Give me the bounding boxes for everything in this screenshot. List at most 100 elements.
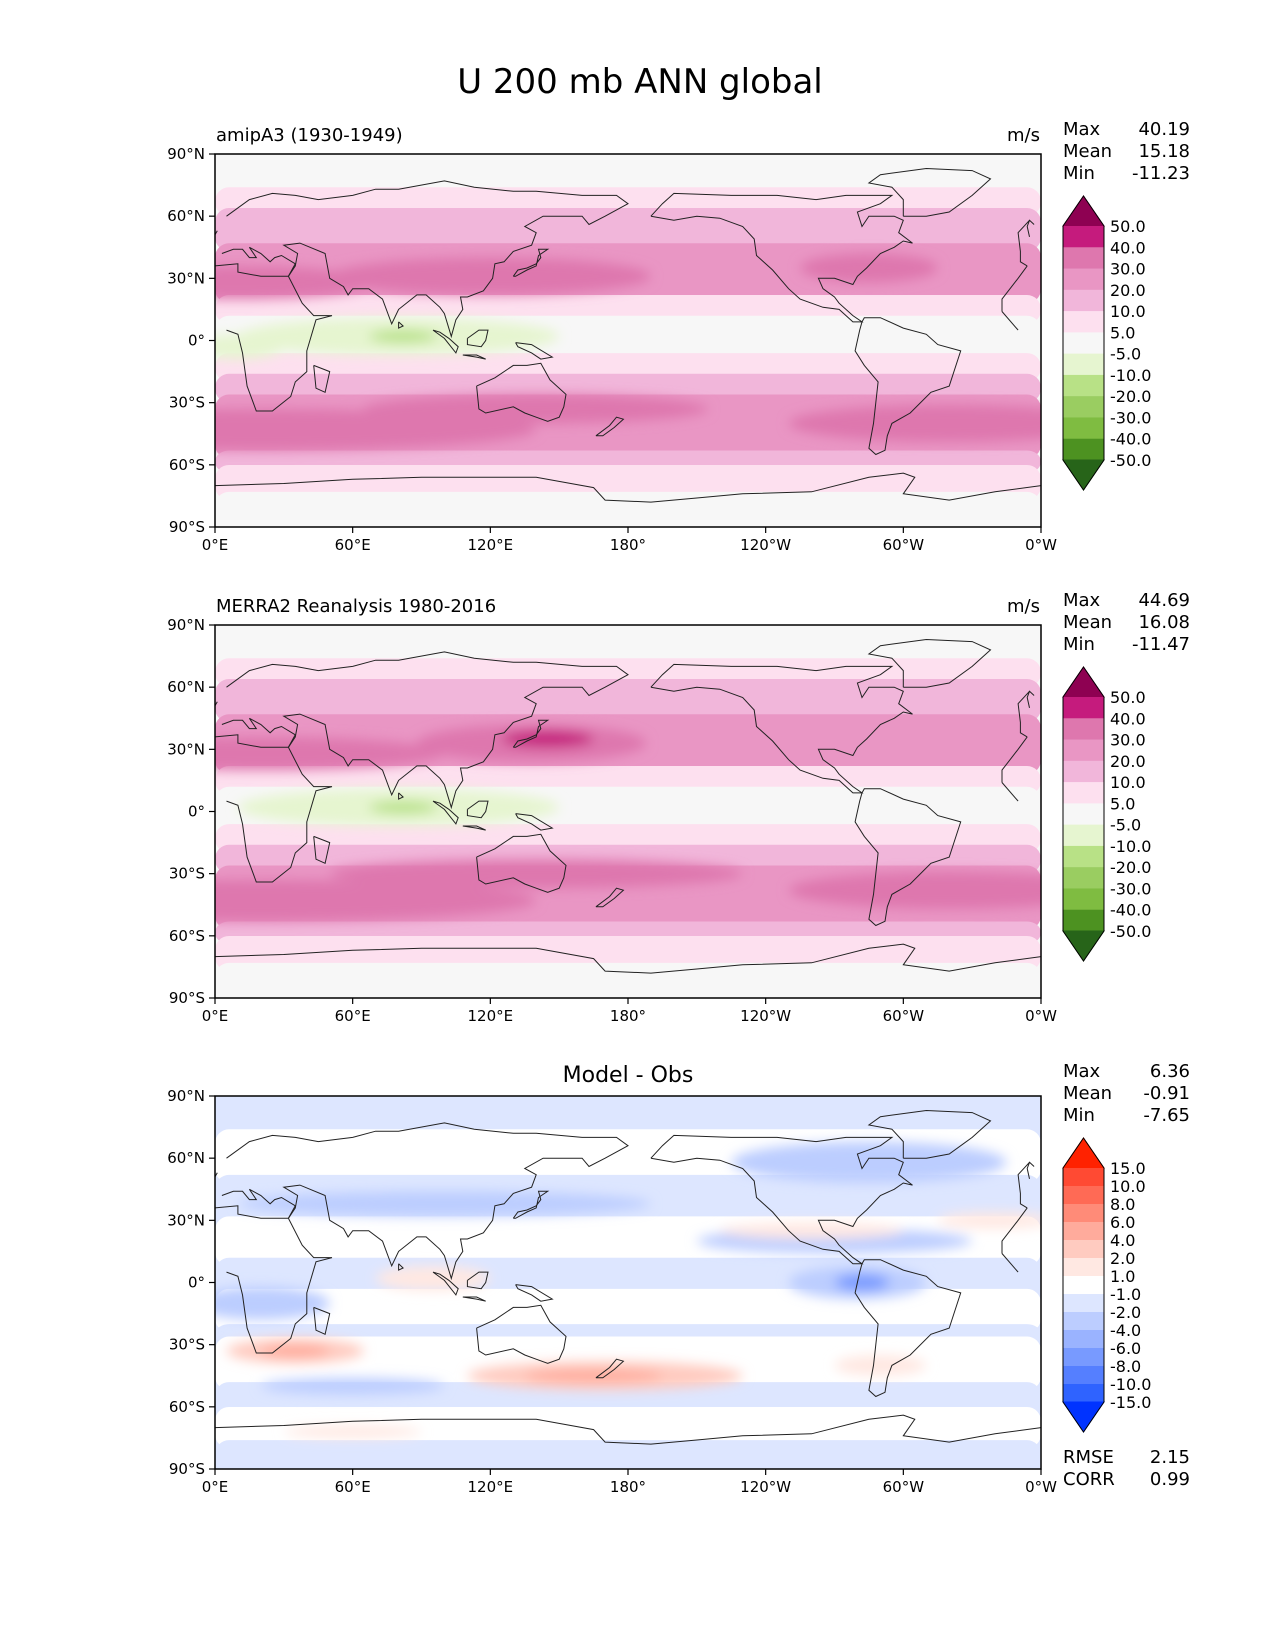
x-tick-label: 180° bbox=[610, 1478, 646, 1496]
colorbar-tick-label: -5.0 bbox=[1110, 816, 1141, 835]
panel-test: 0°E 60°E 120°E 180° 120°W 60°W 0°W 90°N 60°N 30°… bbox=[167, 119, 1190, 554]
coastline bbox=[466, 1271, 489, 1290]
x-tick-label: 60°W bbox=[883, 1478, 925, 1496]
stat-max-label: Max bbox=[1063, 119, 1101, 140]
field-blob bbox=[329, 859, 743, 889]
coastline bbox=[1001, 265, 1028, 312]
stat-mean-value: 16.08 bbox=[1138, 612, 1190, 633]
coastline bbox=[466, 800, 489, 819]
colorbar-segment bbox=[1063, 739, 1104, 762]
y-tick-label: 90°S bbox=[169, 989, 205, 1007]
panel-units-reference: m/s bbox=[1007, 596, 1040, 617]
coastline bbox=[1017, 1161, 1030, 1209]
field-band bbox=[215, 491, 1041, 527]
field-band bbox=[215, 1440, 1041, 1469]
colorbar-extend-max bbox=[1062, 666, 1105, 698]
figure-title: U 200 mb ANN global bbox=[457, 62, 823, 102]
coastline bbox=[595, 416, 625, 437]
colorbar-segment bbox=[1063, 760, 1104, 783]
field-blobs-test bbox=[215, 253, 1041, 451]
colorbar-segment bbox=[1063, 782, 1104, 804]
x-tick-label: 180° bbox=[610, 536, 646, 554]
coastline bbox=[1026, 1161, 1035, 1180]
field-blob bbox=[719, 1222, 904, 1239]
coastline bbox=[595, 887, 625, 908]
colorbar-diff: 15.010.08.06.04.02.01.0-1.0-2.0-4.0-6.0-… bbox=[1062, 1137, 1151, 1433]
field-blob bbox=[364, 394, 709, 424]
stat-rmse-value: 2.15 bbox=[1150, 1447, 1190, 1468]
colorbar-tick-label: -15.0 bbox=[1110, 1393, 1151, 1412]
y-tick-label: 0° bbox=[188, 332, 205, 350]
stat-mean-value: 15.18 bbox=[1138, 141, 1190, 162]
x-tick-label: 60°E bbox=[335, 1478, 371, 1496]
colorbar-segment bbox=[1063, 1348, 1104, 1367]
field-band bbox=[215, 1288, 1041, 1333]
colorbar-tick-label: -5.0 bbox=[1110, 345, 1141, 364]
y-tick-label: 30°N bbox=[167, 269, 205, 287]
coastline bbox=[313, 835, 331, 865]
y-tick-label: 60°S bbox=[169, 456, 205, 474]
coastline bbox=[1026, 690, 1035, 709]
colorbar-tick-label: 40.0 bbox=[1110, 709, 1146, 728]
colorbar-segment bbox=[1063, 353, 1104, 376]
y-axis-reference: 90°N 60°N 30°N 0° 30°S 60°S 90°S bbox=[167, 616, 215, 1007]
colorbar-tick-label: -30.0 bbox=[1110, 408, 1151, 427]
y-tick-label: 30°S bbox=[169, 1336, 205, 1354]
x-tick-label: 120°E bbox=[468, 1478, 514, 1496]
field-band bbox=[215, 464, 1041, 500]
colorbar-segment bbox=[1063, 1204, 1104, 1223]
stat-min-label: Min bbox=[1063, 1105, 1095, 1126]
field-blobs-reference bbox=[215, 724, 1041, 922]
colorbar-tick-label: -30.0 bbox=[1110, 879, 1151, 898]
coastline bbox=[432, 800, 459, 825]
x-axis-diff: 0°E 60°E 120°E 180° 120°W 60°W 0°W bbox=[202, 1469, 1057, 1496]
panel-left-title-reference: MERRA2 Reanalysis 1980-2016 bbox=[216, 596, 496, 617]
coastline bbox=[466, 329, 489, 348]
colorbar-segment bbox=[1063, 289, 1104, 312]
field-blob bbox=[215, 736, 445, 771]
stat-max-value: 6.36 bbox=[1150, 1061, 1190, 1082]
field-band bbox=[215, 935, 1041, 971]
y-tick-label: 90°N bbox=[167, 1087, 205, 1105]
coastline bbox=[867, 1109, 992, 1159]
x-tick-label: 60°W bbox=[883, 1007, 925, 1025]
x-tick-label: 0°W bbox=[1025, 1007, 1057, 1025]
stat-mean-label: Mean bbox=[1063, 141, 1112, 162]
coastline bbox=[215, 1205, 333, 1354]
field-blob bbox=[788, 871, 1041, 909]
colorbar-segment bbox=[1063, 888, 1104, 911]
field-blob bbox=[788, 404, 1041, 443]
colorbar-segment bbox=[1063, 396, 1104, 419]
x-tick-label: 180° bbox=[610, 1007, 646, 1025]
y-tick-label: 30°S bbox=[169, 865, 205, 883]
stats-test: Max 40.19 Mean 15.18 Min -11.23 bbox=[1063, 119, 1190, 184]
coastline bbox=[215, 1414, 1041, 1445]
colorbar-tick-label: 30.0 bbox=[1110, 731, 1146, 750]
y-tick-label: 90°N bbox=[167, 616, 205, 634]
colorbar-tick-label: -10.0 bbox=[1110, 366, 1151, 385]
colorbar-tick-label: -20.0 bbox=[1110, 858, 1151, 877]
x-tick-label: 120°E bbox=[468, 536, 514, 554]
y-tick-label: 0° bbox=[188, 1274, 205, 1292]
coastline bbox=[215, 734, 333, 883]
coastline bbox=[398, 1263, 404, 1271]
y-tick-label: 0° bbox=[188, 803, 205, 821]
colorbar-segment bbox=[1063, 718, 1104, 741]
colorbar-extend-min bbox=[1062, 1401, 1105, 1433]
x-axis-reference: 0°E 60°E 120°E 180° 120°W 60°W 0°W bbox=[202, 998, 1057, 1025]
y-tick-label: 90°N bbox=[167, 145, 205, 163]
colorbar-tick-label: -20.0 bbox=[1110, 387, 1151, 406]
colorbar-segment bbox=[1063, 268, 1104, 291]
colorbar-tick-label: 1.0 bbox=[1110, 1267, 1135, 1286]
colorbar-reference: 50.0 40.0 30.0 20.0 10.0 5.0 -5.0 -10.0 -20.0 -30… bbox=[1062, 666, 1151, 962]
colorbar-outline bbox=[1062, 1137, 1105, 1433]
colorbar-segment bbox=[1063, 417, 1104, 440]
y-tick-label: 60°N bbox=[167, 1149, 205, 1167]
panel-center-title-diff: Model - Obs bbox=[563, 1063, 694, 1088]
colorbar-segment bbox=[1063, 332, 1104, 355]
field-band bbox=[215, 1406, 1041, 1449]
coastline bbox=[215, 943, 1041, 974]
colorbar-tick-label: -50.0 bbox=[1110, 451, 1151, 470]
coastlines-diff bbox=[215, 1109, 1041, 1445]
field-blob bbox=[834, 1274, 890, 1291]
